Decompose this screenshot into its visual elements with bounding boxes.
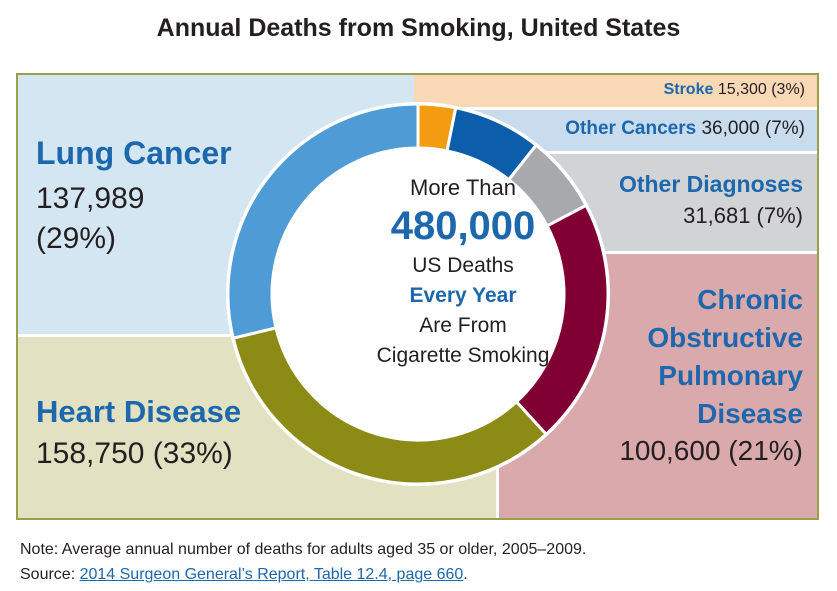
other-diagnoses-label: Other Diagnoses	[618, 171, 803, 197]
stroke-label: Stroke	[663, 81, 714, 98]
heart-disease-label: Heart Disease	[36, 394, 242, 429]
chart-title: Annual Deaths from Smoking, United State…	[156, 14, 681, 42]
other-cancers-label-row: Other Cancers 36,000 (7%)	[565, 118, 805, 140]
donut-center-text: More Than 480,000 US Deaths Every Year A…	[278, 175, 648, 371]
center-line-more-than: More Than	[410, 175, 516, 200]
lung-cancer-label: Lung Cancer	[36, 135, 232, 171]
other-cancers-label: Other Cancers	[565, 118, 697, 139]
copd-label-line: Obstructive	[647, 322, 803, 353]
chart-source: Source: 2014 Surgeon General’s Report, T…	[20, 566, 468, 584]
copd-label-line: Chronic	[697, 284, 803, 315]
copd-label-line: Pulmonary	[658, 360, 803, 391]
donut-hole	[272, 148, 564, 440]
lung-cancer-value: 137,989 (29%)	[36, 179, 144, 259]
lung-cancer-percent: (29%)	[36, 222, 117, 255]
stroke-value: 15,300 (3%)	[717, 81, 805, 98]
chart-frame: Lung Cancer 137,989 (29%) Heart Disease …	[16, 73, 819, 520]
other-diagnoses-value: 31,681 (7%)	[683, 203, 803, 228]
other-cancers-value: 36,000 (7%)	[701, 118, 805, 139]
center-line-us-deaths: US Deaths	[412, 254, 514, 277]
copd-value: 100,600 (21%)	[619, 435, 803, 466]
center-line-are-from: Are From	[419, 314, 507, 337]
source-link[interactable]: 2014 Surgeon General’s Report, Table 12.…	[79, 566, 464, 583]
source-prefix: Source:	[20, 566, 80, 583]
heart-disease-value: 158,750 (33%)	[36, 437, 233, 470]
copd-label: Chronic Obstructive Pulmonary Disease	[503, 281, 803, 433]
lung-cancer-count: 137,989	[36, 182, 145, 215]
source-suffix: .	[463, 566, 468, 583]
copd-label-line: Disease	[697, 398, 803, 429]
stroke-label-row: Stroke 15,300 (3%)	[664, 81, 805, 99]
donut-chart	[226, 102, 610, 486]
center-line-cigarette-smoking: Cigarette Smoking	[376, 344, 550, 367]
center-total-number: 480,000	[390, 204, 536, 248]
chart-note: Note: Average annual number of deaths fo…	[20, 541, 587, 558]
center-line-every-year: Every Year	[409, 284, 517, 307]
region-stroke	[414, 75, 817, 107]
